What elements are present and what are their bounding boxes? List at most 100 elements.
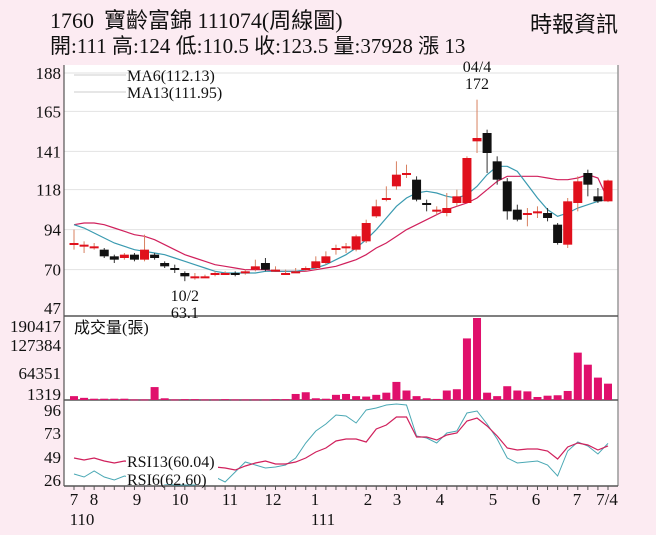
- volume-bar: [231, 399, 240, 401]
- volume-bar: [583, 364, 592, 400]
- volume-bar: [342, 393, 351, 400]
- candle: [341, 246, 351, 249]
- volume-bar: [473, 318, 482, 400]
- x-tick-label: 5: [489, 490, 498, 509]
- volume-bar: [221, 399, 230, 401]
- x-tick-label: 12: [265, 490, 282, 509]
- volume-bar: [301, 392, 310, 400]
- volume-bar: [140, 399, 149, 401]
- candle: [371, 206, 381, 217]
- candle: [210, 273, 220, 275]
- svg-text:141: 141: [36, 142, 62, 161]
- high-date-label: 04/4: [463, 59, 491, 76]
- candle: [99, 249, 109, 257]
- volume-bar: [452, 389, 461, 400]
- candle: [603, 180, 613, 202]
- candle: [512, 209, 522, 220]
- volume-bar: [321, 398, 330, 400]
- volume-bar: [130, 399, 139, 401]
- volume-bar: [100, 398, 109, 400]
- candlesticks: [69, 99, 613, 282]
- rsi-axis: 26 49 73 96: [44, 401, 61, 490]
- volume-bar: [261, 399, 270, 401]
- x-tick-label: 11: [222, 490, 238, 509]
- low-value-label: 63.1: [171, 305, 199, 322]
- volume-bar: [190, 399, 199, 401]
- volume-bar: [412, 396, 421, 400]
- volume-bar: [483, 392, 492, 400]
- candle: [522, 213, 532, 215]
- low-date-label: 10/2: [171, 288, 199, 305]
- candle: [321, 256, 331, 263]
- volume-bar: [493, 396, 502, 400]
- candle: [381, 198, 391, 200]
- svg-text:47: 47: [44, 299, 62, 318]
- candle: [69, 243, 79, 245]
- volume-bar: [372, 394, 381, 400]
- candle: [432, 209, 442, 212]
- ma6-line: [73, 165, 609, 274]
- candle: [452, 196, 462, 203]
- chart-title: 1760 寶齡富錦 111074(周線圖): [50, 8, 343, 34]
- candle: [109, 256, 119, 260]
- volume-bar: [180, 399, 189, 401]
- volume-bar: [291, 393, 300, 400]
- svg-text:1319: 1319: [27, 385, 61, 404]
- volume-bar: [331, 394, 340, 400]
- volume-bar: [281, 399, 290, 401]
- rsi6-label: RSI6(62.60): [127, 472, 207, 489]
- ma6-label: MA6(112.13): [127, 68, 215, 85]
- volume-bar: [442, 390, 451, 400]
- candle: [311, 261, 321, 268]
- volume-bar: [573, 352, 582, 400]
- date-range: 111074(周線圖): [197, 8, 343, 33]
- candle: [119, 254, 129, 258]
- candle: [422, 203, 432, 205]
- volume-bar: [563, 390, 572, 400]
- volume-bar: [90, 398, 99, 400]
- ma13-label: MA13(111.95): [127, 85, 222, 102]
- candle: [89, 246, 99, 249]
- x-tick-label: 6: [532, 490, 541, 509]
- volume-bar: [160, 398, 169, 400]
- volume-bar: [543, 395, 552, 400]
- source-label: 時報資訊: [529, 12, 618, 37]
- candle: [260, 263, 270, 270]
- candle: [281, 273, 291, 275]
- candle: [573, 181, 583, 203]
- volume-bar: [503, 386, 512, 400]
- volume-bar: [271, 399, 280, 401]
- candle: [361, 223, 371, 242]
- ma13-line: [73, 174, 609, 272]
- candle: [593, 196, 603, 202]
- candle: [220, 273, 230, 275]
- svg-text:73: 73: [44, 424, 61, 443]
- volume-bar: [382, 392, 391, 400]
- volume-bar: [110, 398, 119, 400]
- svg-text:118: 118: [36, 181, 61, 200]
- svg-text:94: 94: [44, 221, 62, 240]
- candle: [543, 213, 553, 218]
- candle: [442, 208, 452, 213]
- candle: [472, 138, 482, 142]
- ma-legend: MA6(112.13)MA13(111.95): [74, 68, 222, 102]
- volume-bar: [150, 387, 159, 400]
- candle: [291, 271, 301, 274]
- volume-bar: [402, 390, 411, 400]
- svg-text:96: 96: [44, 401, 61, 420]
- candle: [462, 158, 472, 203]
- candle: [532, 211, 542, 214]
- candle: [240, 271, 250, 274]
- stock-name: 寶齡富錦: [104, 8, 193, 33]
- volume-bar: [251, 399, 260, 401]
- volume-bar: [120, 398, 129, 400]
- candle: [250, 266, 260, 270]
- volume-bar: [523, 391, 532, 400]
- rsi13-label: RSI13(60.04): [127, 454, 215, 471]
- volume-bar: [392, 381, 401, 400]
- high-value-label: 172: [465, 76, 489, 93]
- volume-bar: [311, 398, 320, 400]
- candle: [401, 173, 411, 175]
- x-tick-label: 7: [70, 490, 79, 509]
